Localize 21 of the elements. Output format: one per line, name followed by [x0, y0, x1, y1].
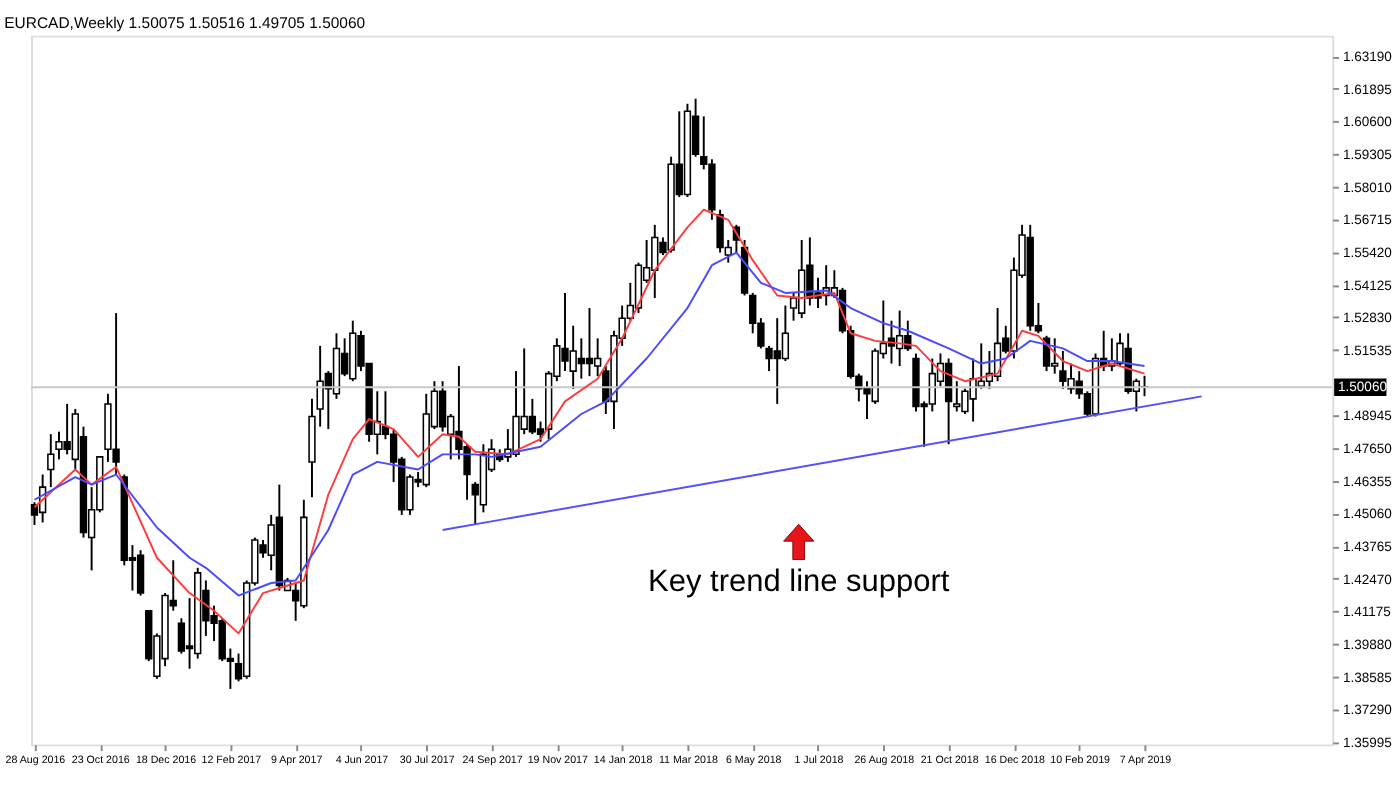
- candlestick: [47, 433, 55, 489]
- candlestick: [112, 312, 120, 476]
- candlestick: [651, 223, 659, 299]
- candlestick: [177, 617, 186, 655]
- line-series: [33, 251, 1146, 597]
- candlestick: [136, 549, 145, 597]
- chart-title: EURCAD,Weekly 1.50075 1.50516 1.49705 1.50060: [4, 13, 366, 32]
- annotation: Key trend line support: [648, 565, 951, 600]
- candlestick: [928, 357, 936, 413]
- candlestick: [781, 304, 790, 362]
- candlestick: [332, 332, 341, 400]
- candlestick: [1051, 337, 1059, 375]
- candlestick: [438, 380, 447, 433]
- candlestick: [773, 317, 781, 405]
- line-series: [33, 208, 1146, 635]
- candlestick: [528, 397, 537, 436]
- candlestick: [349, 319, 357, 383]
- candlestick: [577, 337, 586, 380]
- candlestick: [63, 402, 71, 456]
- candlestick: [634, 261, 643, 315]
- candlestick: [585, 307, 594, 378]
